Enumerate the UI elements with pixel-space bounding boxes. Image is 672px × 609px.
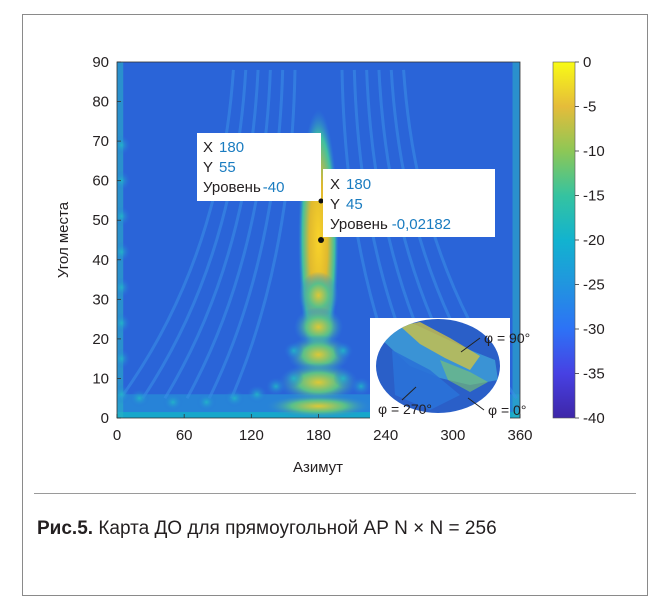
heat-lobe [298,271,339,320]
caption-text: Карта ДО для прямоугольной АР N × N = 25… [93,518,497,539]
datatip-2-level-key: Уровень [330,216,388,233]
x-tick-label: 120 [239,427,264,444]
heat-edge-lobe [117,135,131,156]
heat-lobe [264,394,373,418]
figure-caption: Рис.5. Карта ДО для прямоугольной АР N ×… [37,518,497,540]
x-axis: 0 60 120 180 240 300 360 [113,414,533,444]
heat-sidelobe [283,341,304,360]
datatip-1-y-value: 55 [219,159,236,176]
datatip-1-level-value: -40 [263,179,285,196]
y-tick-label: 50 [92,212,109,229]
datatip-2-y-value: 45 [346,196,363,213]
datatip-1-marker [318,198,324,204]
heat-fringe [141,69,248,400]
datatip-2-y-key: Y [330,196,340,213]
y-axis: 0 10 20 30 40 50 60 70 80 90 [92,54,121,427]
datatip-2-x-key: X [330,176,340,193]
heat-fringe [230,69,297,399]
heat-fringe [185,69,272,399]
y-tick-label: 0 [101,410,109,427]
x-tick-label: 180 [306,427,331,444]
svg-text:Уровень-40: Уровень -40 [203,179,284,196]
svg-text:Уровень-0,02182: Уровень -0,02182 [330,216,451,233]
datatip-2-x-value: 180 [346,176,371,193]
colorbar [552,61,576,419]
heat-sidelobe [224,389,245,408]
inset-label-phi-0: φ = 0° [488,402,526,418]
heat-edge-lobe [117,241,131,262]
heat-edge-lobe [117,313,131,334]
colorbar-tick-label: -25 [583,277,605,294]
colorbar-tick-label: -30 [583,321,605,338]
inset-3d-pattern: φ = 90° φ = 270° φ = 0° [370,318,530,421]
datatip-2-level-value: -0,02182 [392,216,451,233]
heat-edge-band [117,62,124,418]
heat-sidelobe [129,389,150,408]
x-tick-label: 0 [113,427,121,444]
svg-text:Y55: Y 55 [203,159,236,176]
x-tick-label: 240 [373,427,398,444]
heat-sidelobe [351,377,372,396]
y-tick-label: 80 [92,94,109,111]
heat-sidelobe [196,393,217,412]
x-axis-label: Азимут [293,459,343,476]
inset-label-phi-270: φ = 270° [378,401,432,417]
y-tick-label: 90 [92,54,109,71]
y-tick-label: 70 [92,133,109,150]
y-tick-label: 10 [92,370,109,387]
y-tick-label: 20 [92,331,109,348]
x-tick-label: 300 [440,427,465,444]
y-axis-label: Угол места [55,201,72,278]
colorbar-tick-label: -35 [583,366,605,383]
datatip-2-marker [318,237,324,243]
heat-sidelobe [265,377,286,396]
heat-fringe [163,69,260,400]
heat-edge-lobe [117,384,131,405]
datatip-1[interactable]: X 180 Y 55 Уровень -40 [197,133,321,201]
y-tick-label: 40 [92,252,109,269]
inset-label-phi-90: φ = 90° [484,330,530,346]
datatip-2[interactable]: X 180 Y 45 Уровень -0,02182 [323,169,495,237]
colorbar-tick-label: -10 [583,143,605,160]
heat-edge-lobe [117,206,131,227]
datatip-1-x-value: 180 [219,139,244,156]
datatip-1-y-key: Y [203,159,213,176]
heat-sidelobe [283,369,304,388]
heat-sidelobe [333,341,354,360]
y-tick-label: 60 [92,173,109,190]
caption-divider [34,493,636,494]
heat-sidelobe [246,385,267,404]
datatip-1-level-key: Уровень [203,179,261,196]
colorbar-tick-label: 0 [583,54,591,71]
heat-edge-lobe [117,348,131,369]
colorbar-tick-label: -5 [583,99,596,116]
y-tick-label: 30 [92,291,109,308]
x-tick-label: 60 [176,427,193,444]
heat-sidelobe [162,393,183,412]
colorbar-ticks: 0 -5 -10 -15 -20 -25 -30 -35 -40 [575,54,605,427]
heat-fringe [119,69,235,400]
heat-edge-band [512,62,520,418]
caption-label: Рис.5. [37,518,94,539]
heat-fringe [207,69,285,399]
colorbar-tick-label: -15 [583,188,605,205]
datatip-1-x-key: X [203,139,213,156]
colorbar-tick-label: -20 [583,232,605,249]
x-tick-label: 360 [507,427,532,444]
svg-text:Y45: Y 45 [330,196,363,213]
colorbar-tick-label: -40 [583,410,605,427]
heat-sidelobe [333,369,354,388]
heat-edge-lobe [117,170,131,191]
heat-edge-lobe [117,277,131,298]
